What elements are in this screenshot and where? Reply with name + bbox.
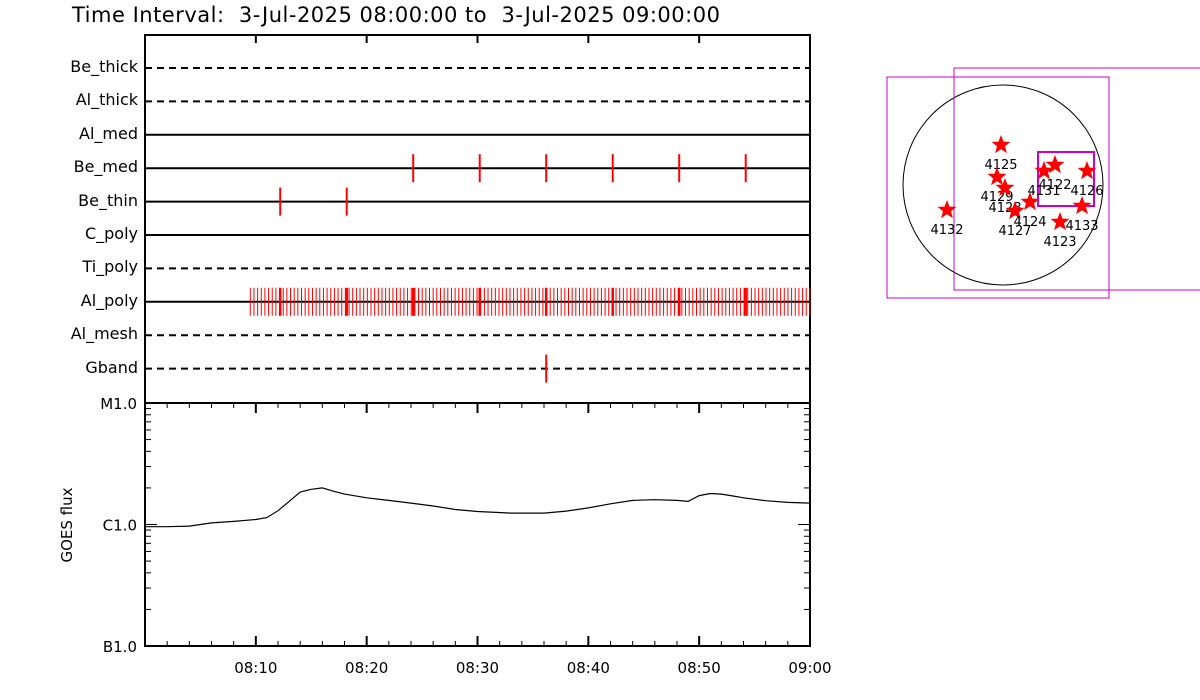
goes-curve-group [145, 487, 811, 528]
active-region-star [1020, 192, 1040, 211]
timeline-rows [145, 67, 810, 370]
goes-panel-frame [144, 402, 811, 647]
timeline-row-label: Al_thick [75, 90, 138, 110]
active-region-star [987, 167, 1007, 186]
timeline-row-label: Ti_poly [82, 257, 138, 277]
timeline-row-label: Be_med [73, 157, 138, 177]
active-region-label: 4129 [980, 190, 1013, 205]
active-region-label: 4127 [998, 224, 1031, 239]
active-region-label: 4133 [1065, 219, 1098, 234]
goes-axis-ticks: B1.0 C1.0 M1.0 08:10 08:20 08:30 08:40 08:50 09:… [100, 395, 831, 677]
fov-box-large [886, 76, 1110, 299]
active-region-star [995, 178, 1015, 197]
timeline-row-label: C_poly [84, 224, 138, 243]
goes-ylabel: GOES flux [58, 487, 76, 562]
active-region-star [1050, 212, 1070, 231]
active-region-label: 4123 [1043, 235, 1076, 250]
active-region-label: 4132 [930, 223, 963, 238]
goes-xtick-label: 08:20 [345, 659, 388, 677]
goes-xtick-label: 08:40 [567, 659, 610, 677]
active-region-star [937, 200, 957, 219]
goes-xtick-label: 08:10 [234, 659, 277, 677]
fov-box-small [1037, 151, 1095, 207]
active-region-label: 4124 [1013, 215, 1046, 230]
active-region-star [1072, 196, 1092, 215]
timeline-row-label: Be_thick [70, 57, 138, 76]
timeline-panel-frame [144, 34, 811, 404]
timeline-row-label: Al_mesh [70, 324, 138, 344]
goes-flux-curve [145, 487, 811, 528]
goes-ytick-label: B1.0 [103, 638, 137, 656]
goes-ytick-label: C1.0 [103, 517, 137, 535]
active-region-star [1045, 155, 1065, 174]
timeline-row-label: Al_med [79, 123, 138, 143]
solar-disk [902, 84, 1104, 286]
active-region-label: 4122 [1038, 178, 1071, 193]
active-region-star [1034, 161, 1054, 180]
goes-xtick-label: 08:50 [678, 659, 721, 677]
timeline-row-label: Be_thin [78, 190, 138, 210]
active-region-star [1005, 201, 1025, 220]
goes-xtick-label: 09:00 [788, 659, 831, 677]
chart-title: Time Interval: 3-Jul-2025 08:00:00 to 3-… [72, 3, 721, 27]
goes-xtick-label: 08:30 [456, 659, 499, 677]
timeline-row-label: Al_poly [80, 290, 138, 310]
timeline-events [144, 35, 811, 383]
solar-disk-panel: 4125412941284127412441314122412641334123… [886, 67, 1200, 299]
active-region-markers: 4125412941284127412441314122412641334123… [930, 135, 1104, 250]
active-region-label: 4126 [1070, 184, 1103, 199]
active-region-label: 4131 [1027, 184, 1060, 199]
active-region-label: 4125 [984, 158, 1017, 173]
timeline-row-label: Gband [85, 357, 138, 377]
active-region-star [1077, 161, 1097, 180]
active-region-star [991, 135, 1011, 154]
goes-ytick-label: M1.0 [100, 395, 137, 413]
fov-box-wide [953, 67, 1200, 291]
